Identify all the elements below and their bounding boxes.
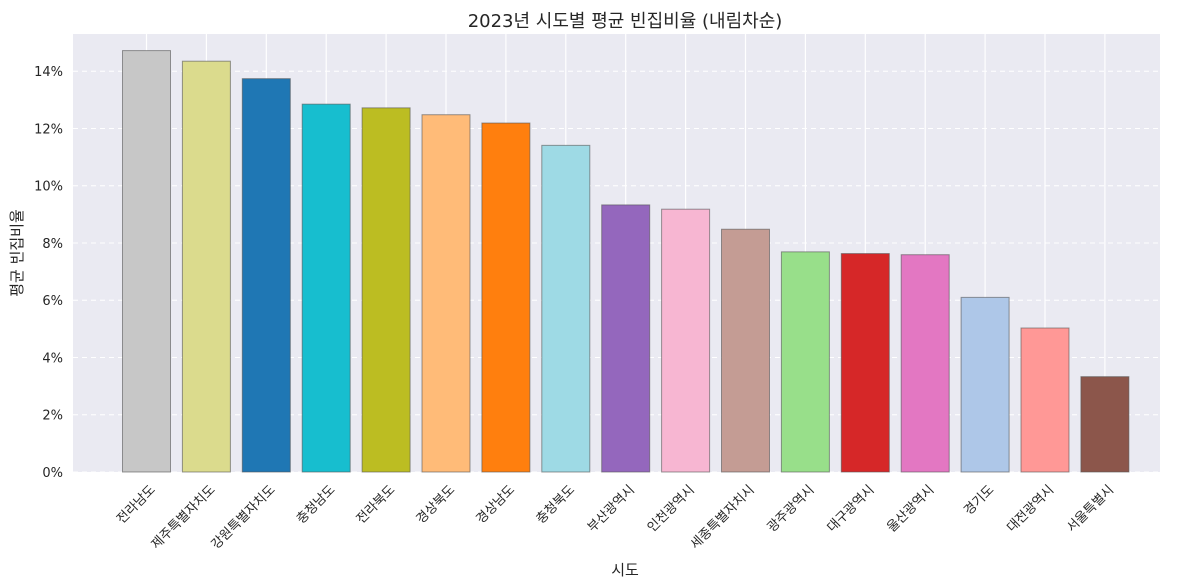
bar-2 (181, 60, 231, 473)
bar-15 (960, 296, 1010, 473)
bar-17 (1080, 376, 1130, 473)
x-tick-label: 광주광역시 (765, 483, 818, 536)
x-tick-label: 전라북도 (354, 483, 398, 527)
y-tick-label: 6% (42, 294, 63, 309)
bar-16 (1020, 327, 1070, 473)
bar-14 (900, 254, 950, 473)
x-tick-label: 경상남도 (474, 483, 518, 527)
bar-10 (661, 208, 711, 473)
y-tick-label: 14% (34, 65, 63, 80)
bar-4 (301, 103, 351, 473)
x-tick-label: 울산광역시 (884, 483, 937, 536)
y-tick-label: 0% (42, 466, 63, 481)
x-tick-label: 전라남도 (114, 483, 158, 527)
bar-5 (361, 107, 411, 473)
bar-8 (541, 144, 591, 473)
y-axis-ticks: 0% 2% 4% 6% 8% 10% 12% 14% (34, 65, 63, 481)
chart-title: 2023년 시도별 평균 빈집비율 (내림차순) (468, 11, 783, 32)
y-tick-label: 4% (42, 351, 63, 366)
bar-7 (481, 122, 531, 473)
x-tick-label: 대구광역시 (825, 483, 878, 536)
y-tick-label: 10% (34, 180, 63, 195)
bars (122, 50, 1130, 473)
x-tick-label: 경기도 (961, 483, 997, 519)
bar-11 (721, 228, 770, 473)
bar-13 (840, 253, 890, 473)
x-tick-label: 경상북도 (414, 483, 458, 527)
bar-3 (241, 78, 291, 473)
bar-12 (780, 251, 830, 473)
bar-6 (421, 114, 471, 473)
y-tick-label: 12% (34, 122, 63, 137)
x-tick-label: 충청북도 (534, 483, 578, 527)
y-tick-label: 2% (42, 409, 63, 424)
y-tick-label: 8% (42, 237, 63, 252)
x-tick-label: 부산광역시 (585, 483, 638, 536)
bar-9 (601, 204, 651, 473)
bar-1 (122, 50, 171, 473)
x-axis-label: 시도 (611, 561, 639, 579)
y-axis-label: 평균 빈집비율 (8, 209, 26, 297)
x-tick-label: 대전광역시 (1004, 483, 1057, 536)
x-tick-label: 인천광역시 (645, 483, 698, 536)
x-tick-label: 충청남도 (294, 483, 338, 527)
x-tick-label: 세종특별자치시 (688, 483, 758, 553)
x-tick-label: 서울특별시 (1064, 483, 1117, 536)
x-tick-label: 강원특별자치도 (209, 483, 279, 553)
